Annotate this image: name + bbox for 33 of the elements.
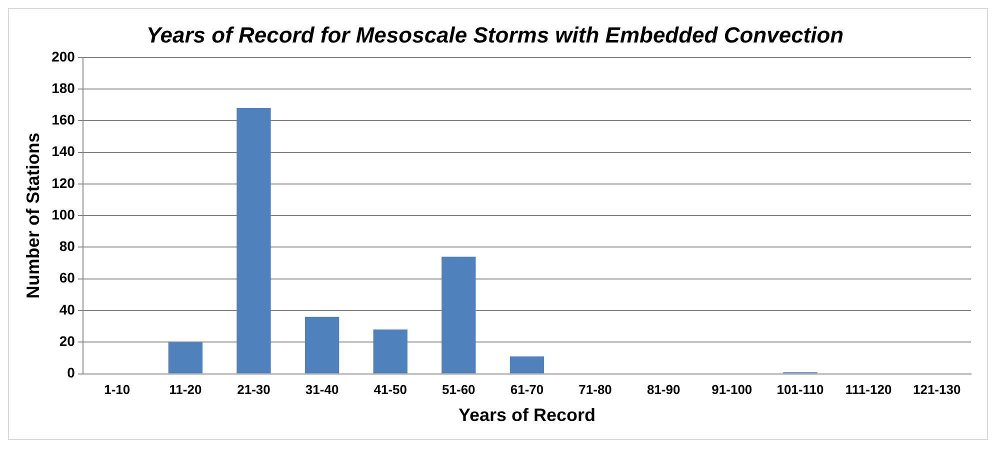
- y-axis-title: Number of Stations: [22, 132, 43, 299]
- bar: [168, 342, 203, 374]
- y-tick-label: 180: [52, 80, 76, 96]
- x-tick-label: 101-110: [776, 382, 824, 398]
- y-tick-label: 0: [67, 364, 76, 381]
- y-tick-label: 80: [59, 238, 76, 254]
- y-tick-label: 140: [52, 143, 76, 160]
- x-tick-label: 31-40: [305, 382, 339, 398]
- x-tick-label: 81-90: [646, 382, 680, 398]
- bar: [304, 316, 340, 374]
- x-tick-label: 91-100: [712, 382, 752, 398]
- y-tick-label: 60: [59, 270, 76, 286]
- bar: [510, 356, 544, 374]
- bar: [373, 330, 408, 374]
- bar: [442, 256, 476, 374]
- x-tick-label: 61-70: [510, 382, 544, 398]
- y-tick-label: 40: [59, 301, 76, 318]
- x-tick-label: 41-50: [374, 382, 407, 398]
- x-axis-title: Years of Record: [458, 405, 596, 426]
- x-tick-label: 11-20: [169, 382, 202, 398]
- y-tick-label: 200: [52, 48, 76, 64]
- x-tick-label: 121-130: [912, 382, 961, 398]
- x-tick-label: 1-10: [104, 382, 130, 398]
- y-tick-label: 100: [52, 206, 76, 222]
- x-tick-label: 51-60: [442, 382, 476, 398]
- y-tick-label: 120: [52, 174, 76, 191]
- y-tick-label: 160: [52, 112, 76, 128]
- y-tick-label: 20: [59, 333, 76, 350]
- x-tick-label: 71-80: [578, 382, 612, 398]
- x-tick-label: 21-30: [237, 382, 270, 398]
- x-tick-label: 111-120: [845, 382, 892, 398]
- chart-title: Years of Record for Mesoscale Storms with Embedded Convection: [146, 22, 844, 48]
- bar: [236, 108, 271, 374]
